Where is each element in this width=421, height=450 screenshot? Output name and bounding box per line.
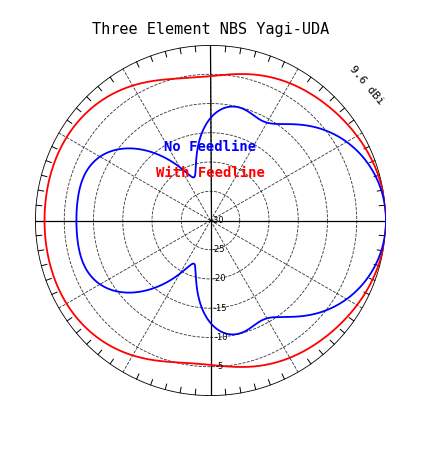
Text: -5: -5 <box>216 362 224 371</box>
Text: -25: -25 <box>211 245 225 254</box>
Text: -10: -10 <box>215 333 228 342</box>
Text: 0 dB: 0 dB <box>0 449 1 450</box>
Text: No Feedline: No Feedline <box>165 140 256 154</box>
Text: With Feedline: With Feedline <box>156 166 265 180</box>
Title: Three Element NBS Yagi-UDA: Three Element NBS Yagi-UDA <box>92 22 329 37</box>
Text: -20: -20 <box>213 274 226 284</box>
Text: 9.6 dBi: 9.6 dBi <box>347 64 385 107</box>
Text: -30: -30 <box>210 216 224 225</box>
Text: -15: -15 <box>213 304 227 313</box>
